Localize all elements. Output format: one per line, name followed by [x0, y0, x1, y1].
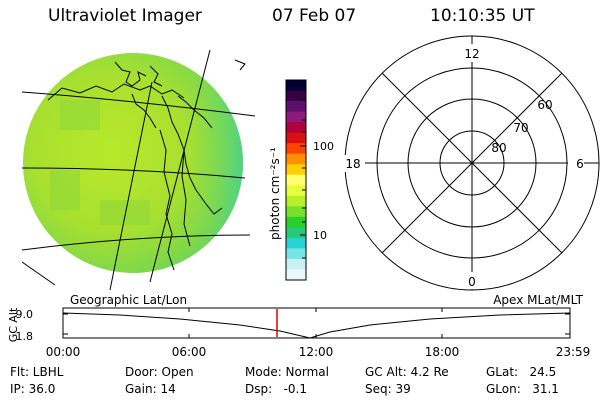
time-label: 10:10:35 UT — [430, 6, 535, 26]
mlt-label-18: 18 — [345, 157, 360, 171]
colorbar — [286, 80, 306, 281]
geo-grid-lines — [21, 49, 256, 291]
altitude-plot — [62, 307, 571, 339]
mlat-label-80: 80 — [491, 141, 506, 155]
status-glon: GLon: 31.1 — [486, 382, 559, 396]
coastlines — [47, 59, 246, 271]
alt-xtick-0600: 06:00 — [172, 345, 207, 359]
colorbar-band — [286, 153, 306, 165]
alt-xtick-0000: 00:00 — [46, 345, 81, 359]
status-flt: Flt: LBHL — [10, 365, 64, 379]
status-gain: Gain: 14 — [125, 382, 176, 396]
mlt-label-12: 12 — [464, 47, 479, 61]
alt-xtick-1800: 18:00 — [425, 345, 460, 359]
colorbar-band — [286, 111, 306, 123]
colorbar-band — [286, 269, 306, 281]
alt-ylabel: GC Alt — [7, 307, 20, 342]
alt-ytick-9: 9.0 — [16, 308, 34, 321]
alt-xtick-2359: 23:59 — [556, 345, 591, 359]
altitude-curve — [62, 312, 571, 339]
colorbar-band — [286, 101, 306, 113]
status-door: Door: Open — [125, 365, 194, 379]
earth-map-caption: Geographic Lat/Lon — [70, 293, 187, 307]
colorbar-band — [286, 195, 306, 207]
colorbar-band — [286, 132, 306, 144]
colorbar-band — [286, 143, 306, 155]
colorbar-band — [286, 90, 306, 102]
colorbar-band — [286, 248, 306, 260]
colorbar-tick-100: 100 — [313, 140, 334, 153]
colorbar-frame — [285, 79, 307, 281]
colorbar-band — [286, 227, 306, 239]
colorbar-band — [286, 206, 306, 218]
colorbar-ticks — [300, 99, 306, 259]
status-ip: IP: 36.0 — [10, 382, 56, 396]
mlat-label-70: 70 — [513, 121, 528, 135]
colorbar-band — [286, 258, 306, 271]
colorbar-band — [286, 237, 306, 250]
date-label: 07 Feb 07 — [272, 6, 357, 26]
alt-xtick-1200: 12:00 — [299, 345, 334, 359]
status-dsp: Dsp: -0.1 — [245, 382, 308, 396]
colorbar-unit-label: photon cm⁻²s⁻¹ — [268, 147, 282, 240]
status-glat: GLat: 24.5 — [486, 365, 557, 379]
status-mode: Mode: Normal — [245, 365, 329, 379]
instrument-title: Ultraviolet Imager — [48, 6, 202, 26]
polar-plot — [344, 35, 600, 291]
mlt-label-0: 0 — [468, 275, 476, 289]
colorbar-band — [286, 80, 306, 92]
mlt-label-6: 6 — [576, 157, 584, 171]
alt-ytick-1-8: 1.8 — [16, 330, 34, 343]
colorbar-tick-10: 10 — [313, 229, 327, 242]
colorbar-band — [286, 216, 306, 228]
status-seq: Seq: 39 — [365, 382, 411, 396]
colorbar-band — [286, 185, 306, 197]
status-gc-alt: GC Alt: 4.2 Re — [365, 365, 449, 379]
mlat-label-60: 60 — [537, 98, 552, 112]
polar-plot-caption: Apex MLat/MLT — [493, 293, 583, 307]
colorbar-band — [286, 122, 306, 134]
colorbar-band — [286, 164, 306, 176]
colorbar-band — [286, 174, 306, 186]
